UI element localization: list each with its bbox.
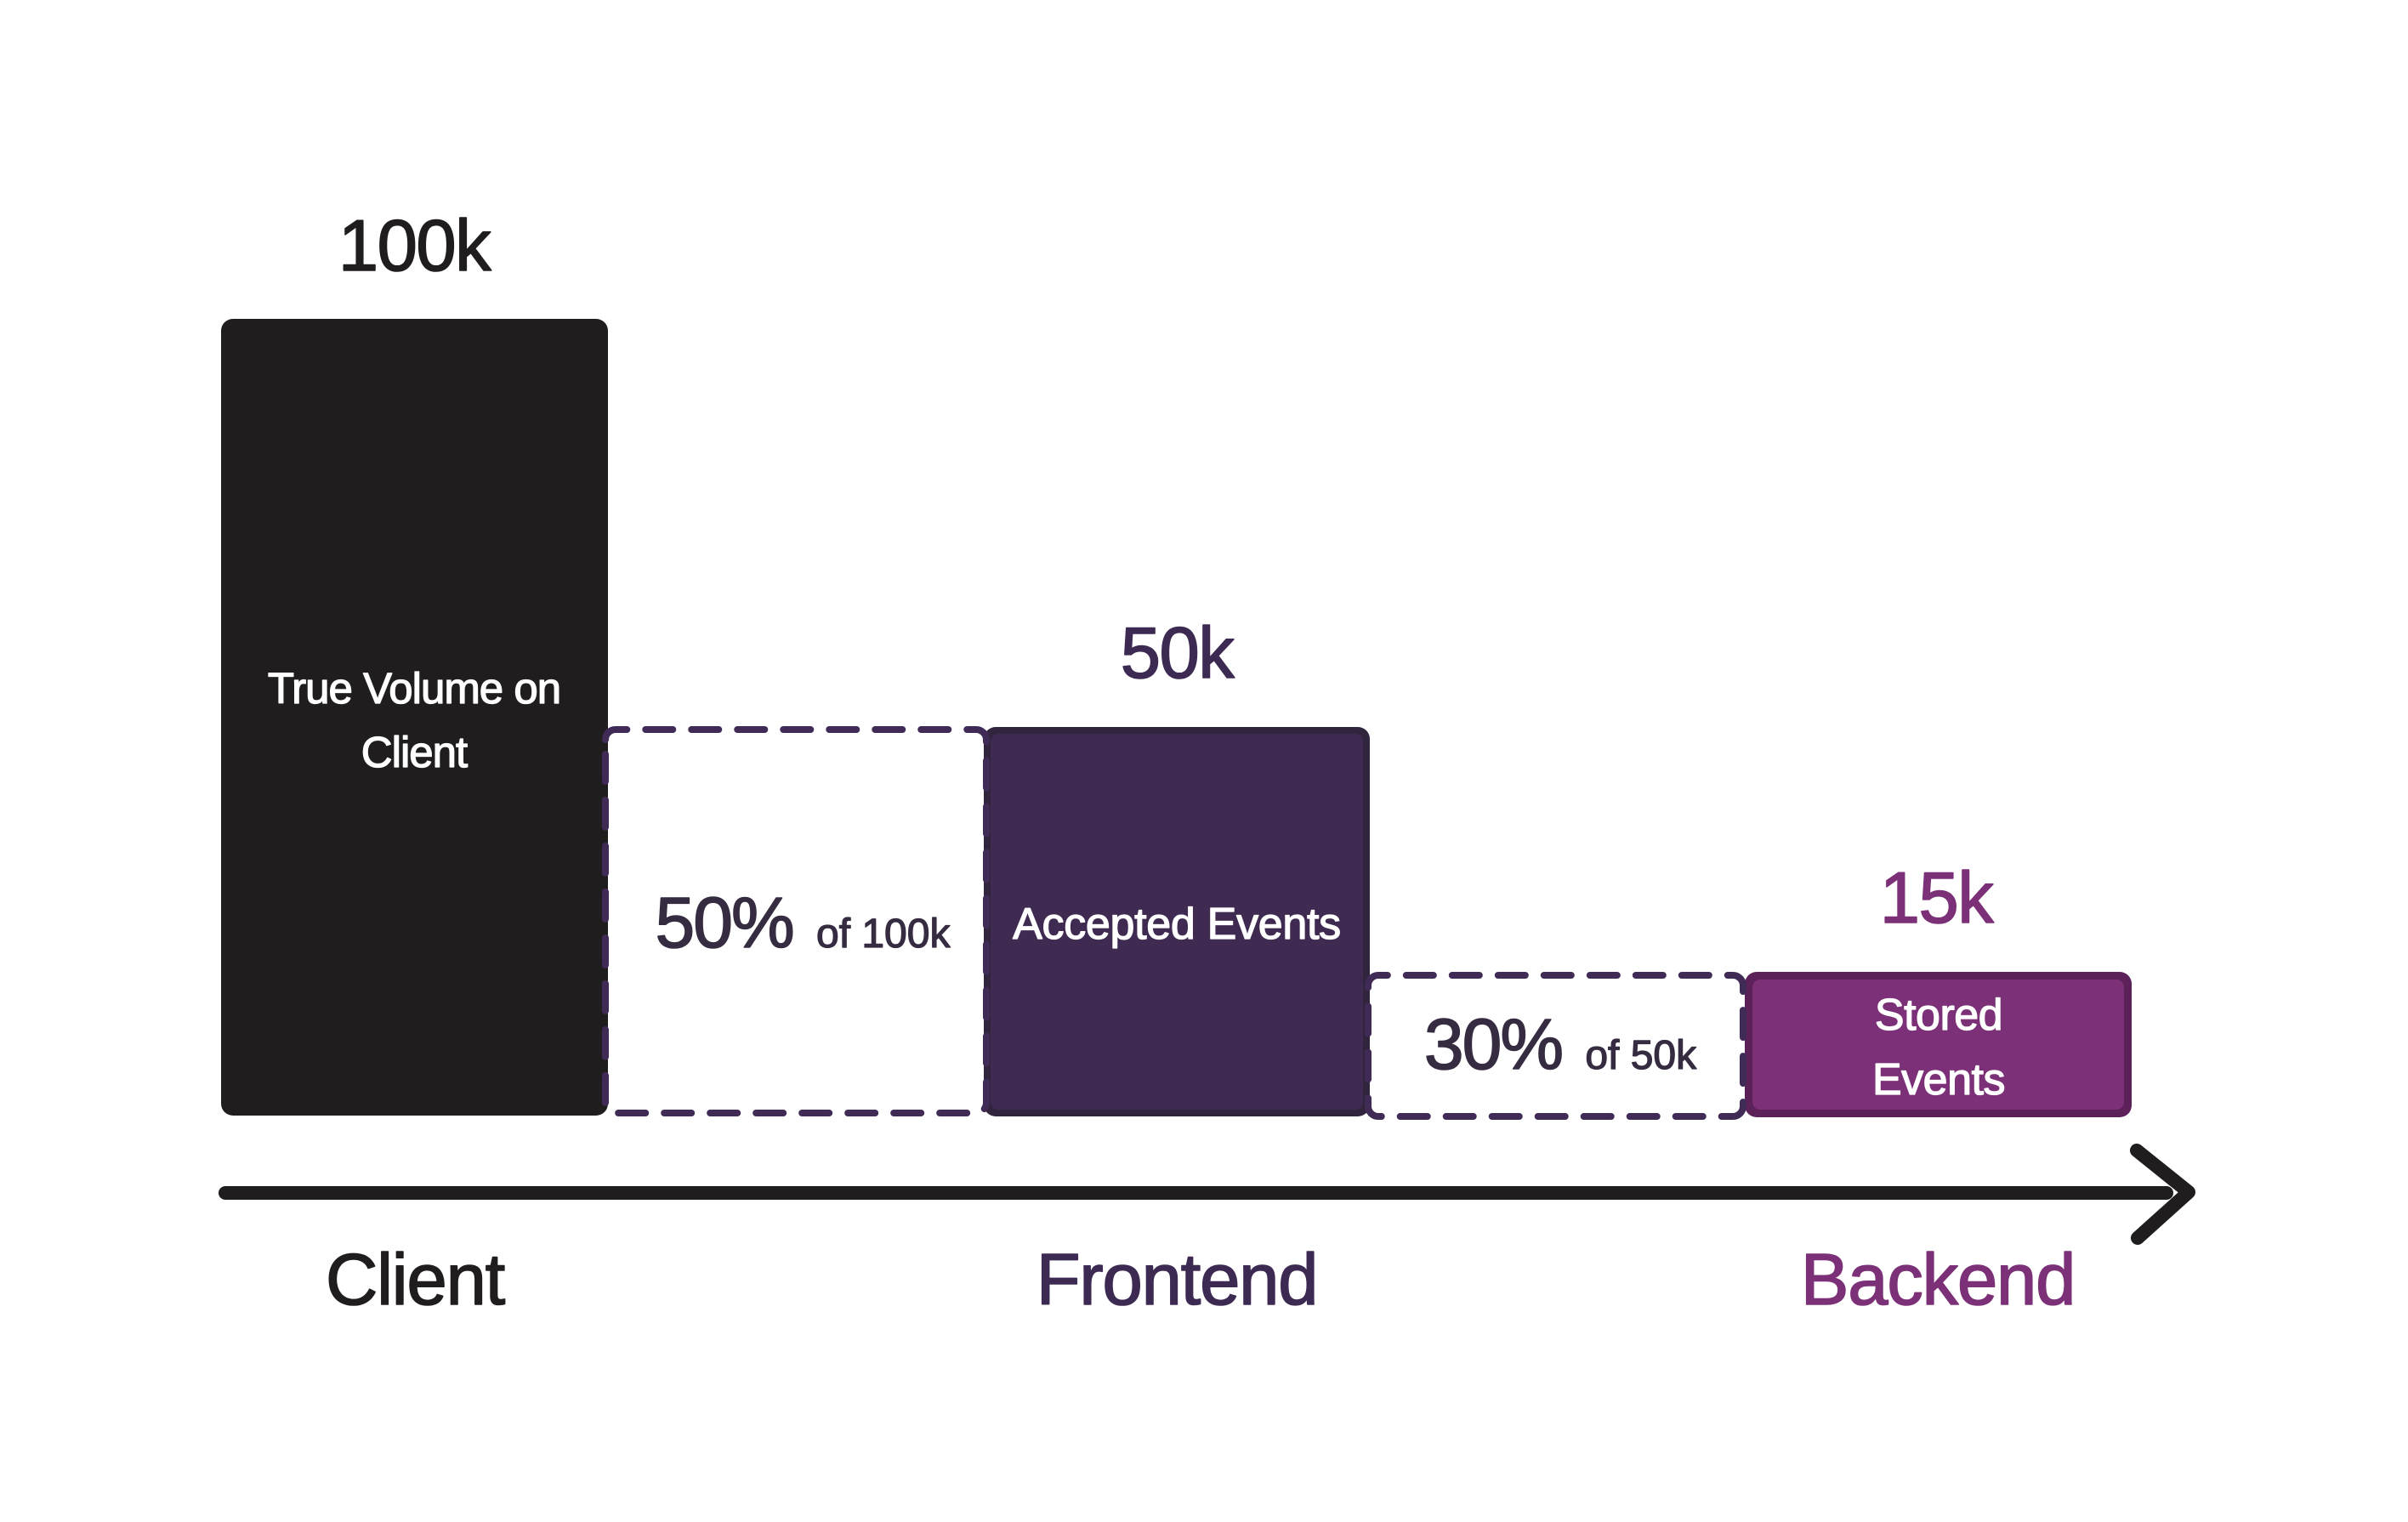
svg-text:50k: 50k bbox=[1121, 613, 1235, 694]
svg-text:True Volume on: True Volume on bbox=[268, 664, 560, 713]
svg-text:Client: Client bbox=[326, 1240, 505, 1320]
svg-text:Stored: Stored bbox=[1875, 991, 2002, 1040]
svg-text:15k: 15k bbox=[1880, 858, 1995, 939]
svg-text:30% of 50k: 30% of 50k bbox=[1424, 1004, 1697, 1084]
svg-text:Accepted Events: Accepted Events bbox=[1013, 900, 1341, 949]
svg-text:Frontend: Frontend bbox=[1036, 1240, 1318, 1320]
svg-text:50% of 100k: 50% of 100k bbox=[656, 883, 951, 963]
svg-text:Backend: Backend bbox=[1801, 1240, 2075, 1320]
svg-text:Events: Events bbox=[1872, 1055, 2005, 1105]
svg-text:100k: 100k bbox=[338, 206, 491, 287]
svg-text:Client: Client bbox=[361, 728, 468, 776]
